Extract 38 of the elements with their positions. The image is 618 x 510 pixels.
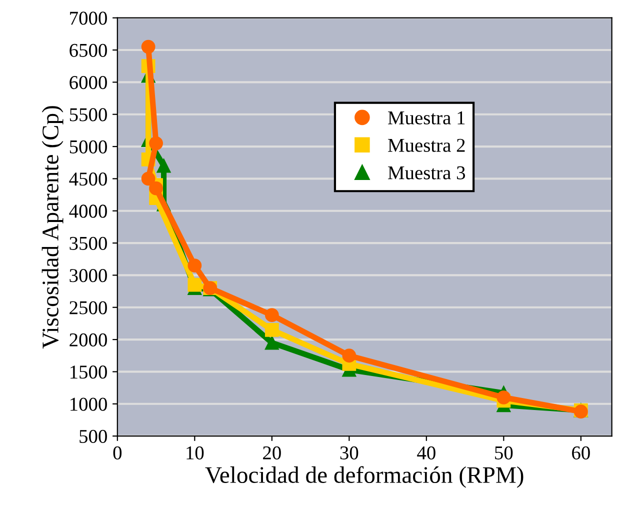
x-tick-label: 0 — [113, 446, 122, 460]
y-tick-label: 500 — [80, 430, 107, 443]
x-axis-title: Velocidad de deformación (RPM) — [205, 466, 524, 488]
point — [342, 348, 356, 363]
x-tick-label: 50 — [495, 446, 513, 460]
x-tick-label: 20 — [263, 446, 281, 460]
y-tick-label: 3500 — [70, 236, 107, 250]
y-tick-label: 3000 — [70, 269, 107, 282]
x-tick-label: 10 — [186, 446, 204, 460]
x-tick-label: 30 — [340, 446, 358, 460]
y-tick-label: 5000 — [70, 140, 107, 154]
point — [188, 278, 202, 292]
y-tick-label: 1500 — [70, 366, 107, 379]
y-tick-label: 1000 — [70, 398, 107, 411]
legend-label: Muestra 3 — [388, 166, 466, 180]
y-tick-label: 4000 — [69, 204, 107, 218]
y-tick-label: 6500 — [70, 44, 107, 57]
point — [141, 40, 156, 54]
point — [149, 136, 163, 150]
y-tick-label: 2000 — [70, 333, 107, 346]
point — [156, 158, 171, 173]
point — [496, 390, 511, 404]
y-tick-label: 5500 — [70, 108, 107, 122]
x-tick-label: 60 — [572, 446, 590, 460]
y-tick-label: 4500 — [69, 172, 107, 186]
point — [149, 181, 163, 196]
y-tick-label: 2500 — [70, 301, 107, 314]
legend-label: Muestra 2 — [388, 138, 465, 152]
y-tick-label: 6000 — [70, 76, 107, 90]
legend-label: Muestra 1 — [388, 111, 465, 124]
y-axis-title: Viscosidad Aparente (Cp) — [42, 106, 64, 349]
point — [141, 172, 156, 186]
x-tick-label: 40 — [417, 446, 436, 460]
point — [264, 308, 279, 322]
point — [264, 336, 279, 350]
point — [264, 322, 279, 337]
y-tick-label: 7000 — [70, 12, 107, 25]
point — [188, 258, 202, 272]
